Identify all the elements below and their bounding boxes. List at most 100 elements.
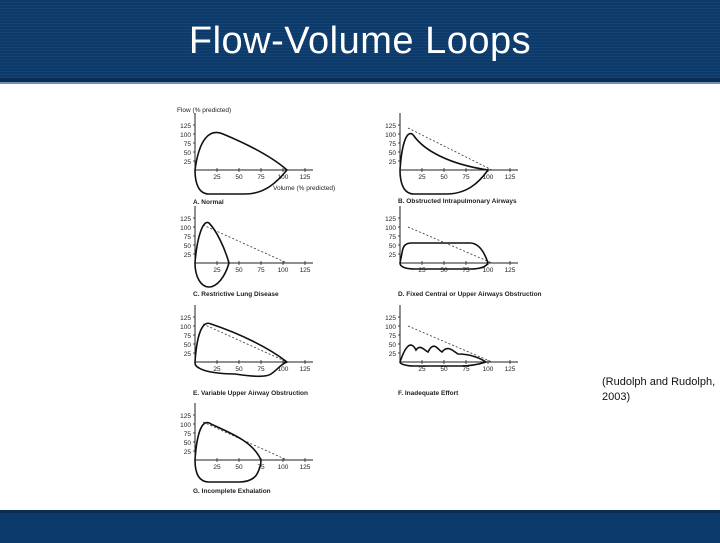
x-tick-label: 25 (418, 174, 426, 181)
panel-e: 125 100 75 50 25 25 50 75 100 125 E. Variable Uppe… (180, 305, 313, 397)
y-tick-label: 25 (389, 159, 397, 166)
x-tick-label: 75 (462, 366, 470, 373)
panel-d: 125 100 75 50 25 25 50 75 100 125 D. Fixed Central… (385, 206, 542, 298)
flow-volume-curve (194, 221, 230, 288)
y-tick-label: 100 (180, 132, 191, 139)
panel-caption: F. Inadequate Effort (398, 390, 459, 397)
x-tick-label: 100 (483, 366, 494, 373)
y-tick-label: 125 (180, 315, 191, 322)
predicted-reference-line (202, 421, 288, 461)
x-tick-label: 125 (505, 267, 516, 274)
y-tick-label: 25 (389, 351, 397, 358)
x-tick-label: 100 (483, 174, 494, 181)
panel-caption: B. Obstructed Intrapulmonary Airways (398, 198, 517, 205)
y-tick-label: 50 (184, 243, 192, 250)
y-tick-label: 75 (389, 234, 397, 241)
y-tick-label: 25 (389, 252, 397, 259)
x-tick-label: 50 (440, 366, 448, 373)
x-tick-label: 125 (300, 174, 311, 181)
x-tick-label: 100 (278, 174, 289, 181)
y-axis-title: Flow (% predicted) (177, 107, 231, 114)
y-tick-label: 75 (184, 333, 192, 340)
x-tick-label: 50 (235, 174, 243, 181)
y-tick-label: 50 (389, 150, 397, 157)
title-divider-highlight (0, 82, 720, 84)
predicted-reference-line (202, 323, 288, 363)
x-tick-label: 100 (278, 464, 289, 471)
y-tick-label: 125 (385, 315, 396, 322)
x-tick-label: 25 (418, 267, 426, 274)
x-tick-label: 125 (505, 174, 516, 181)
x-tick-label: 125 (300, 366, 311, 373)
x-tick-label: 75 (257, 464, 265, 471)
y-tick-label: 100 (385, 132, 396, 139)
flow-volume-curve (194, 421, 262, 483)
y-tick-label: 50 (389, 243, 397, 250)
x-tick-label: 100 (278, 267, 289, 274)
x-tick-label: 75 (462, 174, 470, 181)
y-tick-label: 75 (184, 141, 192, 148)
x-tick-label: 50 (235, 366, 243, 373)
y-tick-label: 100 (180, 324, 191, 331)
y-tick-label: 125 (180, 216, 191, 223)
panel-caption: A. Normal (193, 199, 224, 206)
footer-bar (0, 510, 720, 543)
y-tick-label: 25 (184, 351, 192, 358)
y-tick-label: 75 (184, 234, 192, 241)
flow-volume-curve (194, 322, 289, 378)
y-tick-label: 125 (180, 413, 191, 420)
panel-caption: D. Fixed Central or Upper Airways Obstru… (398, 291, 542, 298)
y-tick-label: 50 (184, 342, 192, 349)
x-tick-label: 100 (483, 267, 494, 274)
x-tick-label: 25 (213, 464, 221, 471)
y-tick-label: 125 (180, 123, 191, 130)
x-tick-label: 100 (278, 366, 289, 373)
x-tick-label: 125 (505, 366, 516, 373)
panel-b: 125 100 75 50 25 25 50 75 100 125 B. Obstructed In… (385, 113, 518, 205)
x-tick-label: 75 (257, 174, 265, 181)
panel-f: 125 100 75 50 25 25 50 75 100 125 F. Inadequate Ef… (385, 305, 518, 397)
y-tick-label: 75 (184, 431, 192, 438)
x-tick-label: 25 (213, 366, 221, 373)
x-tick-label: 25 (213, 267, 221, 274)
title-divider (0, 78, 720, 82)
y-tick-label: 50 (184, 440, 192, 447)
panel-caption: G. Incomplete Exhalation (193, 488, 271, 495)
x-tick-label: 50 (440, 174, 448, 181)
panel-a: 125 100 75 50 25 25 50 75 100 125 Flow (% predicte… (177, 107, 335, 206)
x-axis-title: Volume (% predicted) (273, 185, 335, 192)
y-tick-label: 25 (184, 252, 192, 259)
x-tick-label: 75 (257, 366, 265, 373)
flow-volume-curve (399, 132, 490, 195)
slide-title: Flow-Volume Loops (188, 20, 532, 62)
flow-volume-curve (399, 242, 489, 270)
x-tick-label: 125 (300, 267, 311, 274)
x-tick-label: 50 (440, 267, 448, 274)
y-tick-label: 25 (184, 159, 192, 166)
x-tick-label: 75 (257, 267, 265, 274)
panel-c: 125 100 75 50 25 25 50 75 100 125 C. Restrictive L… (180, 206, 313, 298)
predicted-reference-line (407, 226, 493, 264)
y-tick-label: 125 (385, 216, 396, 223)
panel-caption: C. Restrictive Lung Disease (193, 291, 279, 298)
panel-g: 125 100 75 50 25 25 50 75 100 125 G. Incomplete Ex… (180, 403, 313, 495)
x-tick-label: 50 (235, 267, 243, 274)
panel-caption: E. Variable Upper Airway Obstruction (193, 390, 308, 397)
predicted-reference-line (407, 325, 493, 363)
x-tick-label: 25 (213, 174, 221, 181)
y-tick-label: 50 (184, 150, 192, 157)
flow-volume-curve (194, 131, 289, 195)
y-tick-label: 25 (184, 449, 192, 456)
x-tick-label: 50 (235, 464, 243, 471)
y-tick-label: 125 (385, 123, 396, 130)
y-tick-label: 100 (180, 422, 191, 429)
y-tick-label: 100 (385, 225, 396, 232)
x-tick-label: 25 (418, 366, 426, 373)
x-tick-label: 75 (462, 267, 470, 274)
citation: (Rudolph and Rudolph, 2003) (602, 376, 716, 403)
y-tick-label: 75 (389, 333, 397, 340)
y-tick-label: 100 (180, 225, 191, 232)
x-tick-label: 125 (300, 464, 311, 471)
y-tick-label: 100 (385, 324, 396, 331)
